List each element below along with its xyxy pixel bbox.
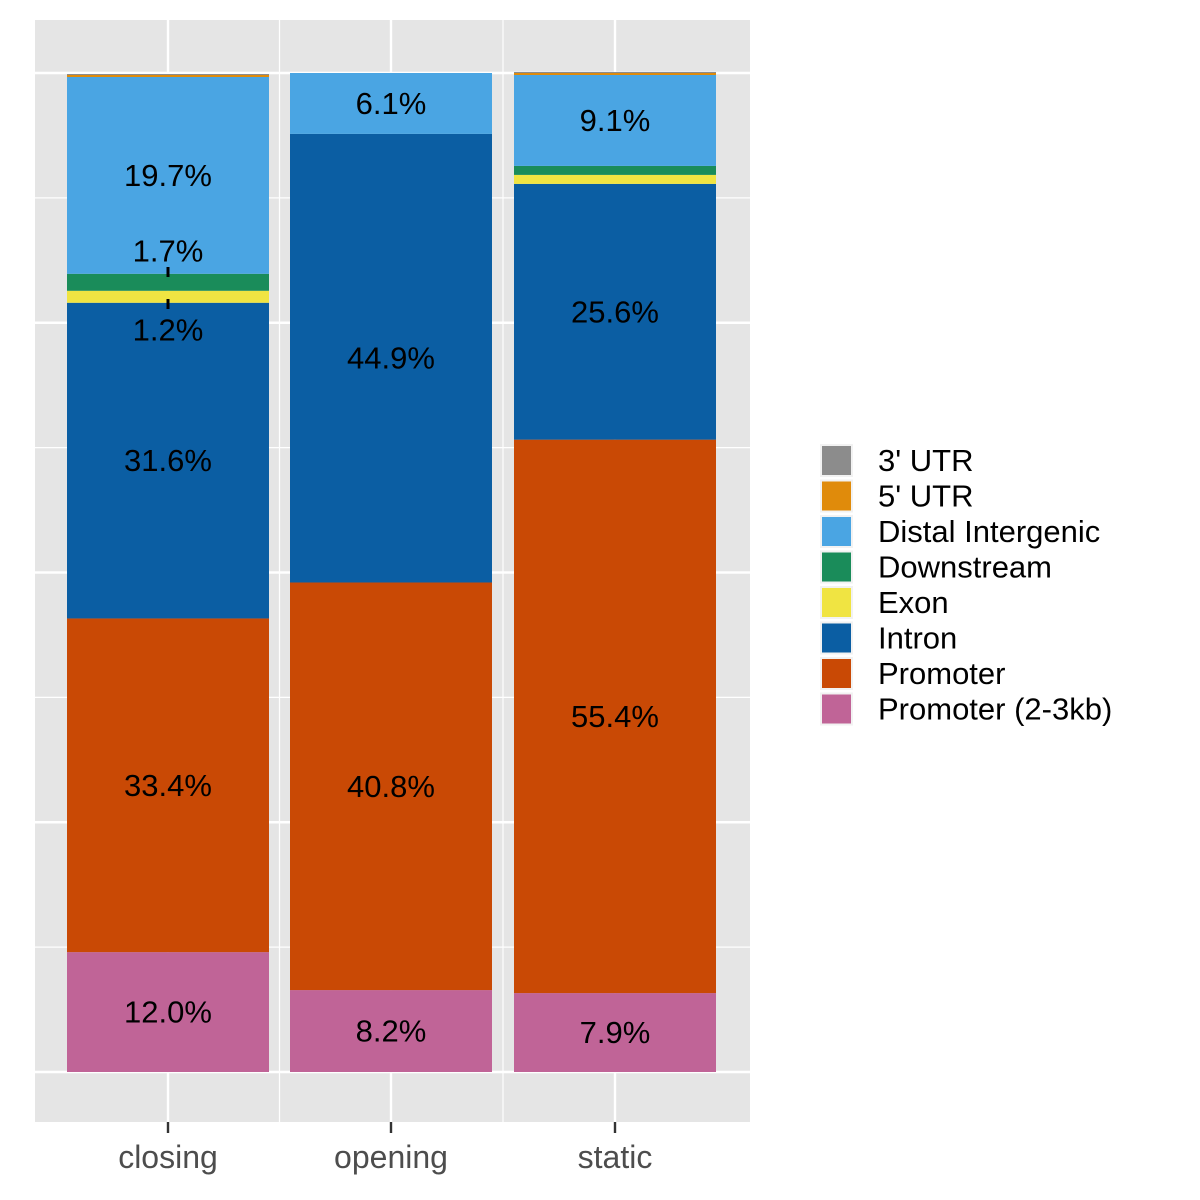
bar-value-label: 55.4% — [571, 699, 659, 734]
bar-segment — [67, 76, 269, 274]
x-tick-label: closing — [118, 1139, 218, 1175]
bar-segment — [67, 618, 269, 953]
bar-segment — [514, 72, 716, 73]
bar-segment — [514, 165, 716, 175]
bar-segment — [290, 133, 492, 583]
legend-label: Distal Intergenic — [878, 514, 1100, 549]
bar-segment — [67, 952, 269, 1072]
bar-segment — [67, 74, 269, 77]
legend-swatch — [822, 588, 851, 617]
bar-value-label: 1.7% — [133, 234, 204, 269]
bar-segment — [67, 73, 269, 75]
bar-value-label: 19.7% — [124, 158, 212, 193]
bar-labels: 19.7% 1.7% 1.2% 31.6% 33.4% 12.0% 6.1% 44.9% 40.… — [124, 86, 659, 1050]
x-axis: closing opening static — [118, 1122, 652, 1175]
legend-swatch — [822, 481, 851, 511]
legend-label: Promoter (2-3kb) — [878, 692, 1112, 727]
bar-value-label: 33.4% — [124, 768, 212, 803]
bar-value-label: 1.2% — [133, 313, 204, 348]
bar-segment — [514, 439, 716, 994]
bar-value-label: 9.1% — [580, 103, 651, 138]
x-tick-label: static — [578, 1139, 653, 1175]
bars — [67, 72, 716, 1072]
bar-value-label: 12.0% — [124, 995, 212, 1030]
bar-segment — [514, 74, 716, 166]
legend-swatch — [822, 517, 851, 546]
bar-value-label: 7.9% — [580, 1015, 651, 1050]
legend-label: Intron — [878, 621, 957, 656]
legend-label: 5' UTR — [878, 479, 973, 514]
legend-swatch — [822, 446, 851, 475]
bar-segment — [514, 183, 716, 440]
bar-value-label: 25.6% — [571, 294, 659, 329]
bar-segment — [514, 993, 716, 1072]
bar-segment — [514, 73, 716, 75]
bar-segment — [67, 302, 269, 619]
legend-label: Promoter — [878, 656, 1005, 691]
bar-value-label: 31.6% — [124, 443, 212, 478]
bar-segment — [290, 73, 492, 134]
bar-segment — [290, 582, 492, 991]
bar-value-label: 44.9% — [347, 341, 435, 376]
legend-label: Exon — [878, 585, 949, 620]
legend-label: Downstream — [878, 550, 1052, 585]
x-tick-label: opening — [334, 1139, 448, 1175]
bar-value-label: 6.1% — [356, 86, 427, 121]
bar-segment — [67, 273, 269, 291]
legend-label: 3' UTR — [878, 443, 973, 478]
legend-swatch — [822, 623, 851, 653]
legend-swatch — [822, 659, 851, 688]
bar-segment — [290, 990, 492, 1072]
bar-value-label: 40.8% — [347, 769, 435, 804]
legend-swatch — [822, 552, 851, 582]
bar-segment — [514, 174, 716, 184]
bar-value-label: 8.2% — [356, 1014, 427, 1049]
bar-segment — [67, 290, 269, 303]
legend-swatch — [822, 694, 851, 724]
